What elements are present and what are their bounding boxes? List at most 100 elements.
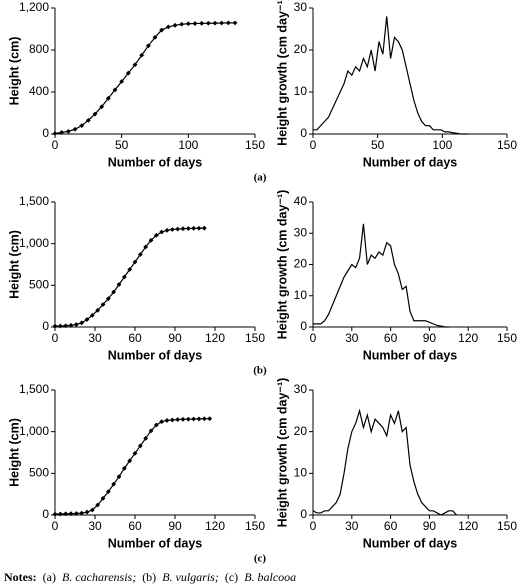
data-point xyxy=(127,267,133,272)
data-point xyxy=(139,52,145,58)
data-point xyxy=(105,296,111,302)
data-point xyxy=(148,428,154,434)
data-point xyxy=(95,502,101,508)
x-tick-label: 30 xyxy=(88,519,102,533)
data-point xyxy=(116,282,122,287)
data-point xyxy=(148,237,154,243)
data-point xyxy=(79,510,85,516)
data-point xyxy=(52,131,58,136)
data-point xyxy=(63,323,69,329)
data-line xyxy=(54,22,235,135)
data-point xyxy=(52,511,58,517)
x-tick-label: 0 xyxy=(310,331,317,345)
data-point xyxy=(132,62,138,68)
x-tick-label: 0 xyxy=(52,138,59,152)
x-tick-label: 120 xyxy=(458,331,478,345)
data-point xyxy=(143,244,149,250)
y-axis-label: Height (cm) xyxy=(7,418,21,487)
data-point xyxy=(185,226,191,231)
y-axis-label: Height growth (cm day⁻¹) xyxy=(275,378,289,528)
data-point xyxy=(85,117,91,123)
y-tick-label: 10 xyxy=(294,466,308,480)
data-line xyxy=(54,227,205,327)
note: (a) xyxy=(42,570,56,584)
data-point xyxy=(152,35,158,40)
data-point xyxy=(79,320,85,326)
x-tick-label: 30 xyxy=(345,519,359,533)
data-point xyxy=(92,111,98,117)
data-point xyxy=(201,225,207,231)
x-tick-label: 60 xyxy=(128,331,142,345)
data-point xyxy=(59,130,65,135)
x-tick-label: 120 xyxy=(205,331,225,345)
x-tick-label: 30 xyxy=(88,331,102,345)
data-point xyxy=(127,458,133,464)
x-axis-label: Number of days xyxy=(108,155,203,169)
y-tick-label: 500 xyxy=(29,466,49,480)
caption: (a) xyxy=(254,172,267,184)
data-point xyxy=(68,511,74,517)
data-point xyxy=(153,422,159,428)
data-point xyxy=(73,322,79,327)
x-tick-label: 60 xyxy=(128,519,142,533)
data-point xyxy=(132,259,138,265)
note: (b) xyxy=(142,570,157,584)
data-point xyxy=(57,511,63,517)
note: B. vulgaris; xyxy=(162,570,219,584)
data-line xyxy=(313,223,449,328)
data-point xyxy=(164,418,170,423)
y-axis-label: Height (cm) xyxy=(7,37,21,106)
caption: (c) xyxy=(254,553,267,565)
notes: Notes: (a) B. cacharensis; (b) B. vulgar… xyxy=(4,570,299,585)
data-point xyxy=(89,507,95,513)
y-tick-label: 1,200 xyxy=(19,0,49,14)
x-tick-label: 90 xyxy=(168,519,182,533)
data-point xyxy=(201,416,207,422)
data-line xyxy=(312,408,457,516)
data-point xyxy=(191,416,197,422)
data-point xyxy=(100,302,106,307)
data-point xyxy=(112,87,118,93)
x-tick-label: 120 xyxy=(205,519,225,533)
data-point xyxy=(100,495,106,501)
data-point xyxy=(169,417,175,423)
data-point xyxy=(105,95,111,101)
caption: (b) xyxy=(253,365,267,377)
data-point xyxy=(105,489,111,495)
y-tick-label: 0 xyxy=(42,319,49,333)
data-point xyxy=(219,20,225,26)
data-point xyxy=(137,443,143,449)
y-tick-label: 0 xyxy=(300,319,307,333)
x-tick-label: 150 xyxy=(497,138,517,152)
data-point xyxy=(153,232,159,238)
data-point xyxy=(159,419,165,425)
data-point xyxy=(191,225,197,231)
data-point xyxy=(180,226,186,232)
y-axis-label: Height (cm) xyxy=(7,230,21,299)
y-tick-label: 0 xyxy=(300,507,307,521)
x-tick-label: 60 xyxy=(384,519,398,533)
data-point xyxy=(84,317,90,322)
data-point xyxy=(159,229,165,235)
x-tick-label: 150 xyxy=(497,331,517,345)
y-tick-label: 40 xyxy=(294,194,308,208)
data-point xyxy=(121,465,127,471)
x-tick-label: 0 xyxy=(310,138,317,152)
data-point xyxy=(65,128,71,134)
y-tick-label: 1,500 xyxy=(19,382,49,396)
x-tick-label: 0 xyxy=(52,519,59,533)
data-point xyxy=(205,20,211,26)
y-axis-label: Height growth (cm day⁻¹) xyxy=(275,190,289,340)
y-tick-label: 10 xyxy=(294,84,308,98)
y-tick-label: 1,000 xyxy=(19,236,49,250)
x-tick-label: 30 xyxy=(345,331,359,345)
data-point xyxy=(175,226,181,232)
y-tick-label: 30 xyxy=(294,0,308,14)
note: (c) xyxy=(224,570,239,584)
x-tick-label: 150 xyxy=(245,331,265,345)
data-point xyxy=(192,21,198,26)
x-tick-label: 100 xyxy=(178,138,198,152)
data-point xyxy=(89,312,95,318)
data-point xyxy=(159,27,165,33)
